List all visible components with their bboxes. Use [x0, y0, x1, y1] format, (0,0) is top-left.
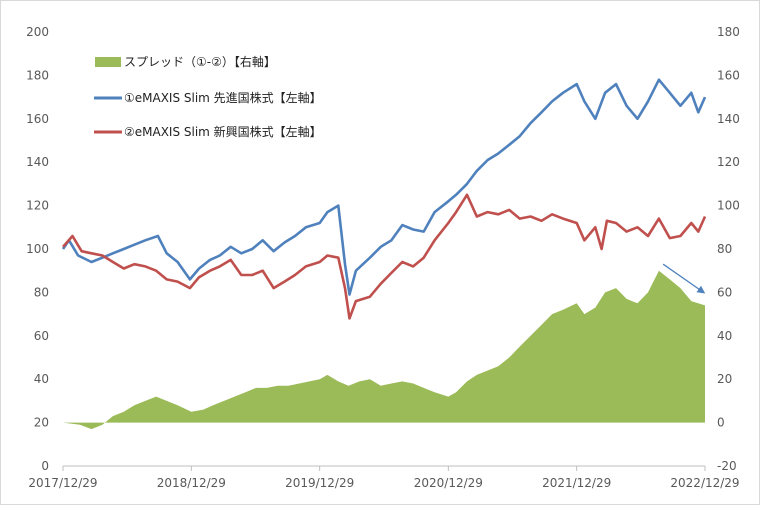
y-right-tick-label: 160: [717, 68, 740, 82]
y-left-tick-label: 0: [41, 459, 49, 473]
y-left-tick-label: 20: [34, 416, 49, 430]
y-left-tick-label: 100: [26, 242, 49, 256]
x-tick-label: 2018/12/29: [157, 476, 226, 490]
y-left-tick-label: 180: [26, 68, 49, 82]
y-left-tick-label: 80: [34, 285, 49, 299]
y-right-tick-label: 120: [717, 155, 740, 169]
y-left-tick-label: 140: [26, 155, 49, 169]
y-right-tick-label: 140: [717, 112, 740, 126]
axis-layer: 0 20 40 60 80 100 120 140 160 180 200 -20 0 20 40 60 80 1…: [26, 25, 740, 490]
y-left-tick-label: 60: [34, 329, 49, 343]
y-right-tick-label: 40: [717, 329, 732, 343]
area-layer: [63, 270, 705, 430]
annotation-arrow: [662, 263, 706, 294]
y-right-tick-label: 100: [717, 199, 740, 213]
legend-label: ②eMAXIS Slim 新興国株式【左軸】: [124, 124, 322, 139]
legend-swatch-spread: [95, 57, 121, 67]
annotation-layer: [662, 263, 706, 294]
x-tick-label: 2020/12/29: [414, 476, 483, 490]
x-tick-label: 2021/12/29: [542, 476, 611, 490]
y-right-tick-label: -20: [717, 459, 737, 473]
legend-label: スプレッド（①-②）【右軸】: [124, 54, 276, 69]
series-line-2: [62, 193, 707, 320]
y-right-tick-label: 20: [717, 372, 732, 386]
y-left-tick-label: 200: [26, 25, 49, 39]
y-left-tick-label: 160: [26, 112, 49, 126]
y-left-tick-label: 40: [34, 372, 49, 386]
x-tick-label: 2019/12/29: [285, 476, 354, 490]
line-layer: [61, 78, 707, 320]
legend-label: ①eMAXIS Slim 先進国株式【左軸】: [124, 90, 322, 105]
y-right-tick-label: 0: [717, 416, 725, 430]
y-left-tick-label: 120: [26, 199, 49, 213]
y-right-tick-label: 180: [717, 25, 740, 39]
spread-area: [63, 270, 705, 430]
x-tick-label: 2022/12/29: [670, 476, 739, 490]
chart-legend: スプレッド（①-②）【右軸】 ①eMAXIS Slim 先進国株式【左軸】 ②eMA…: [94, 54, 322, 139]
series-line-1: [61, 78, 707, 296]
x-tick-label: 2017/12/29: [28, 476, 97, 490]
y-right-tick-label: 60: [717, 285, 732, 299]
y-right-tick-label: 80: [717, 242, 732, 256]
